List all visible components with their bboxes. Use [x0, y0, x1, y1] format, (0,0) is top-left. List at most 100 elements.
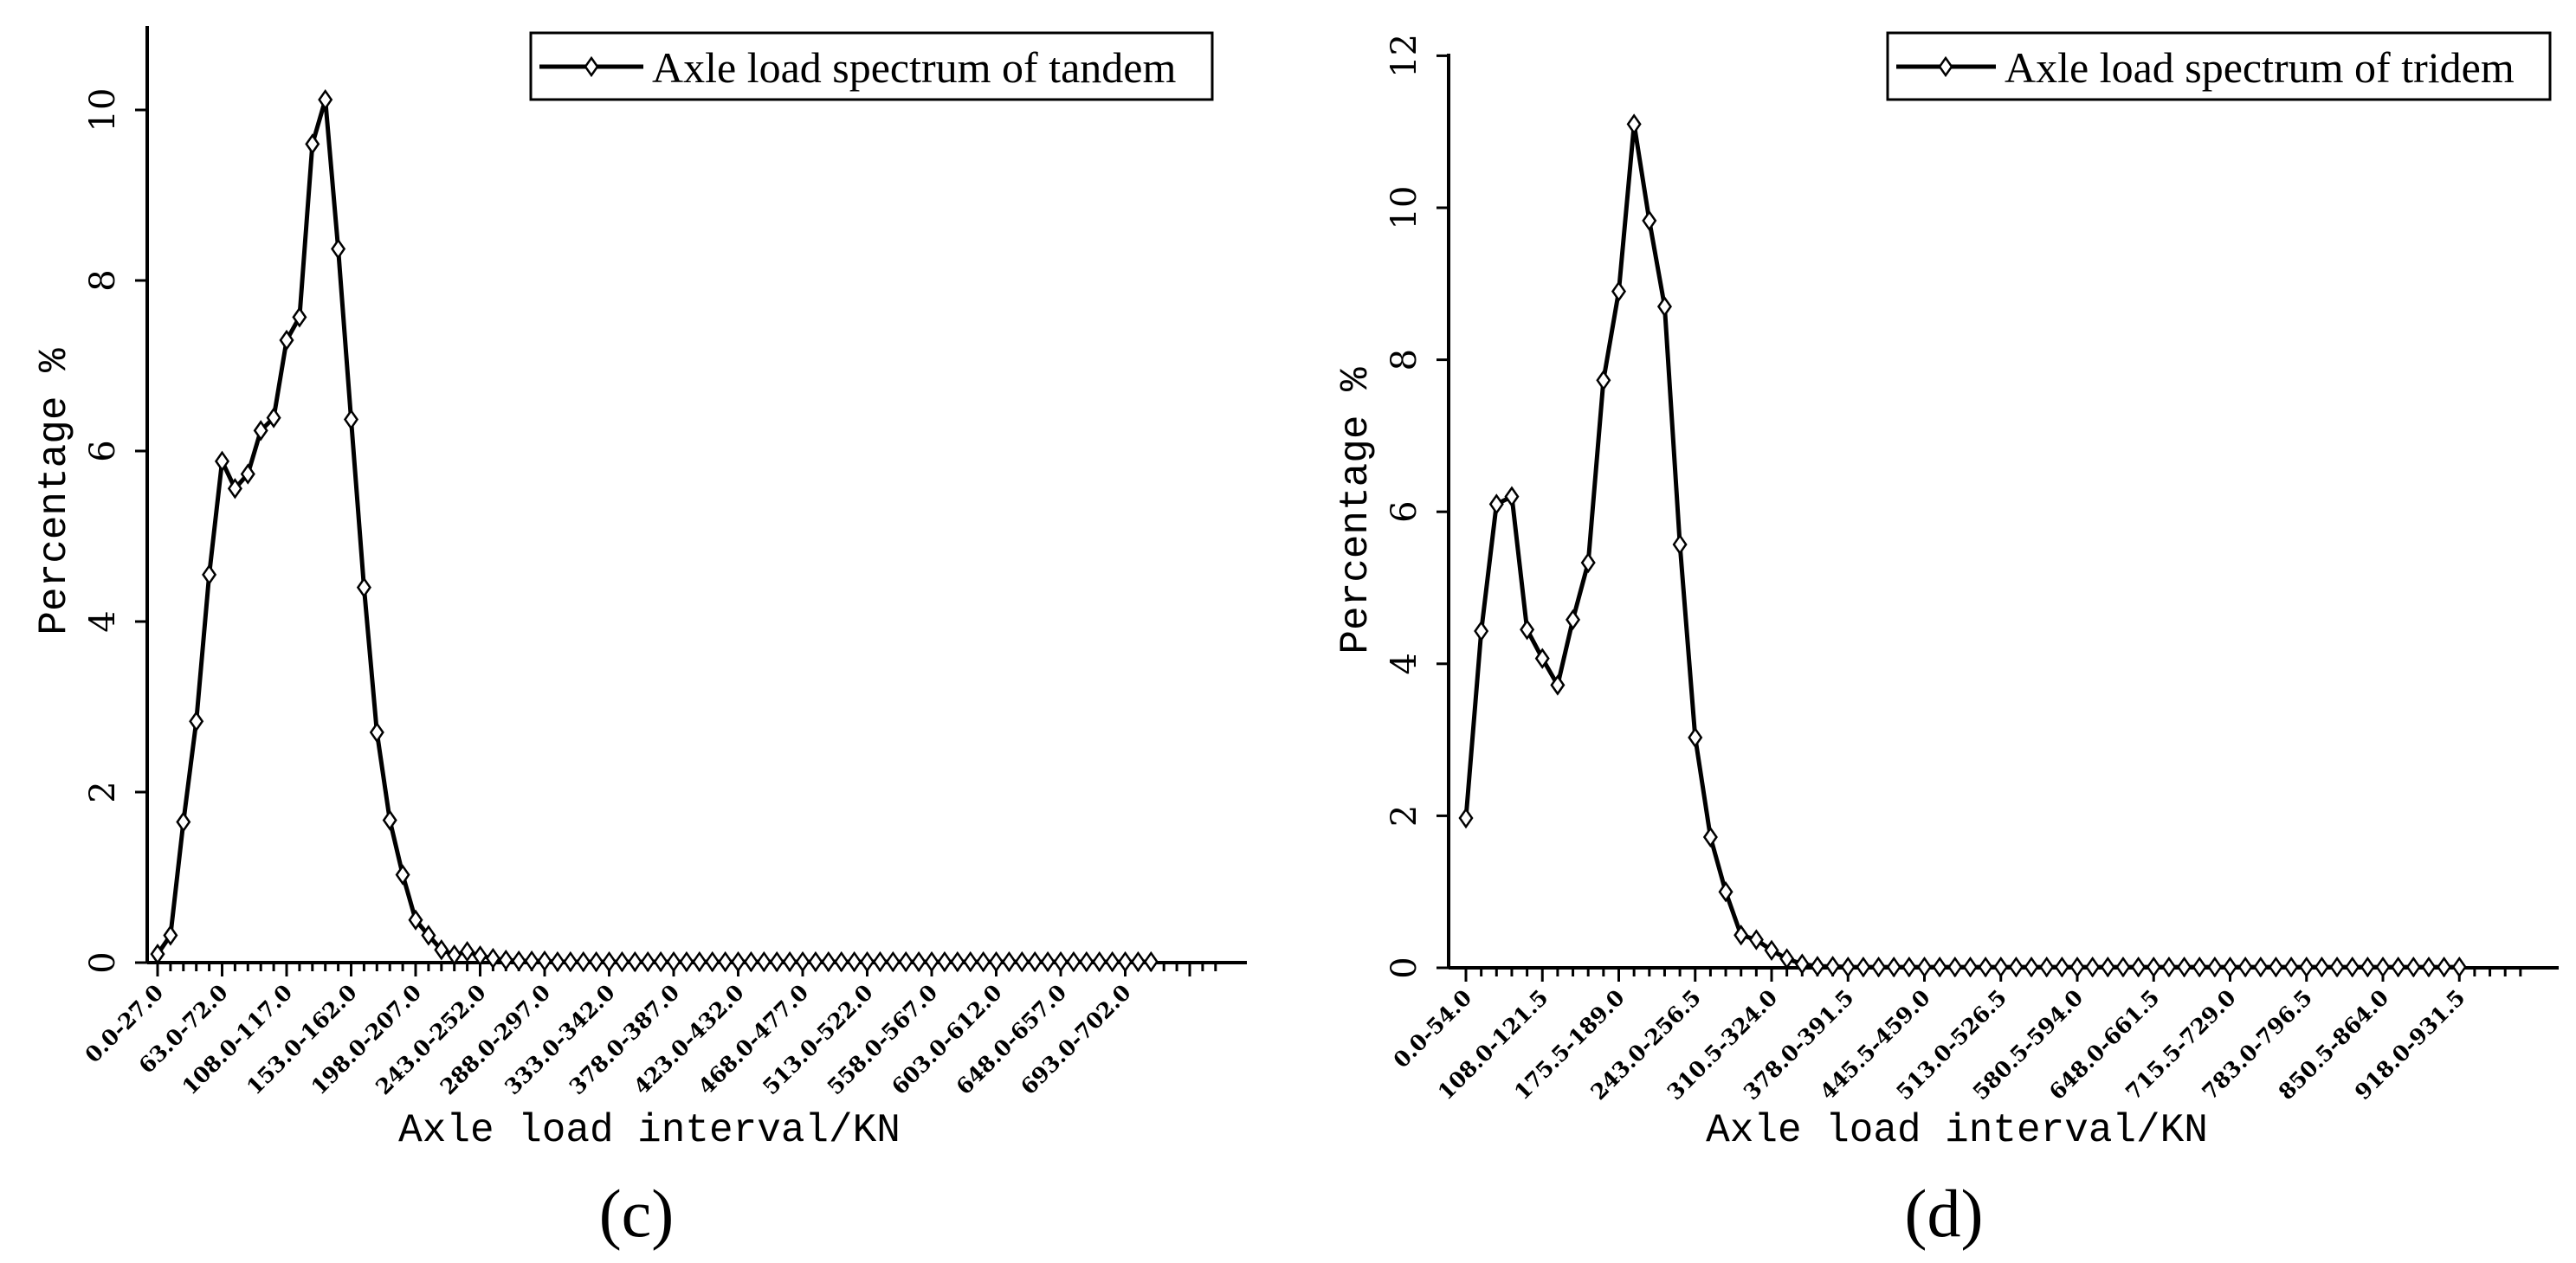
data-point	[266, 407, 281, 429]
legend-marker	[1938, 55, 1953, 78]
data-point	[1117, 950, 1133, 973]
y-tick-label: 0	[1385, 957, 1424, 978]
x-tick-label: 108.0-117.0	[178, 980, 298, 1100]
data-point	[692, 950, 707, 973]
data-point	[769, 950, 784, 973]
series-markers-tridem	[1458, 113, 2467, 978]
data-point	[2237, 956, 2253, 978]
x-tick-label: 648.0-657.0	[952, 980, 1072, 1100]
x-tick-labels: 0.0-54.0108.0-121.5175.5-189.0243.0-256.…	[1389, 985, 2470, 1105]
data-point	[318, 89, 333, 111]
data-point	[1932, 956, 1947, 978]
data-point	[872, 950, 888, 973]
data-point	[2405, 956, 2421, 978]
data-point	[408, 909, 423, 931]
data-point	[718, 950, 733, 973]
data-point	[614, 950, 629, 973]
data-point	[343, 409, 359, 430]
data-point	[2299, 956, 2315, 978]
data-point	[2360, 956, 2375, 978]
y-tick-label: 4	[1385, 653, 1424, 674]
data-point	[924, 950, 939, 973]
data-point	[176, 811, 191, 833]
data-point	[305, 133, 320, 155]
x-tick-label: 378.0-387.0	[565, 980, 685, 1100]
data-point	[2253, 956, 2269, 978]
data-point	[743, 950, 759, 973]
data-point	[2069, 956, 2085, 978]
data-point	[1027, 950, 1043, 973]
data-point	[2085, 956, 2101, 978]
data-point	[447, 944, 462, 966]
data-point	[2451, 956, 2467, 978]
data-point	[1688, 726, 1703, 749]
data-point	[2146, 956, 2161, 978]
data-point	[601, 950, 617, 973]
data-point	[1474, 620, 1489, 642]
data-point	[2192, 956, 2207, 978]
y-tick-label: 4	[83, 610, 123, 632]
data-point	[472, 944, 488, 967]
data-point	[1702, 826, 1718, 848]
data-point	[640, 950, 655, 973]
data-point	[2283, 956, 2299, 978]
data-point	[163, 925, 178, 946]
data-point	[1993, 956, 2009, 978]
x-tick-label: 693.0-702.0	[1016, 980, 1136, 1100]
data-point	[331, 238, 346, 260]
data-point	[705, 950, 720, 973]
x-tick-label: 558.0-567.0	[823, 980, 943, 1100]
data-point	[821, 950, 836, 973]
y-axis-title: Percentage %	[32, 348, 77, 635]
data-point	[498, 949, 513, 971]
y-tick-labels: 0 2 4 6 8 10 12	[1385, 34, 1424, 979]
data-point	[2329, 956, 2345, 978]
data-point	[1825, 956, 1841, 977]
data-point	[1779, 948, 1795, 970]
data-point	[2008, 956, 2024, 978]
data-point	[730, 950, 746, 973]
data-point	[1672, 533, 1688, 556]
data-point	[885, 950, 901, 973]
x-tick-label: 288.0-297.0	[436, 980, 556, 1100]
data-point	[1014, 950, 1030, 973]
data-point	[988, 950, 1004, 973]
data-point	[2345, 956, 2360, 978]
data-point	[976, 950, 991, 973]
data-point	[563, 950, 578, 973]
data-point	[1534, 648, 1550, 669]
y-tick-label: 8	[1385, 349, 1424, 371]
data-point	[1886, 956, 1901, 978]
data-point	[2161, 956, 2177, 978]
series-markers-tandem	[150, 89, 1159, 973]
data-point	[950, 950, 965, 973]
x-axis-title: Axle load interval/KN	[398, 1108, 901, 1153]
data-point	[1066, 950, 1081, 973]
legend: Axle load spectrum of tandem	[529, 31, 1214, 101]
y-tick-label: 0	[83, 951, 123, 973]
data-point	[189, 711, 204, 732]
data-point	[1504, 486, 1520, 507]
y-tick-label: 2	[83, 781, 123, 802]
data-point	[911, 950, 926, 973]
x-tick-label: 153.0-162.0	[242, 980, 362, 1100]
data-point	[1001, 950, 1017, 973]
y-tick-label: 12	[1385, 34, 1424, 78]
data-point	[2100, 956, 2115, 978]
data-point	[627, 950, 642, 973]
x-tick-label: 333.0-342.0	[500, 980, 620, 1100]
data-point	[1962, 956, 1978, 978]
data-point	[1978, 956, 1993, 978]
data-point	[2421, 956, 2437, 978]
data-point	[795, 950, 810, 973]
data-point	[382, 809, 397, 831]
data-point	[1105, 950, 1120, 973]
data-point	[460, 941, 475, 963]
y-tick-label: 10	[1385, 186, 1424, 230]
data-point	[2222, 956, 2238, 978]
x-tick-label: 243.0-252.0	[371, 980, 491, 1100]
data-point	[2131, 956, 2147, 978]
legend-label: Axle load spectrum of tandem	[652, 43, 1176, 92]
data-point	[834, 950, 849, 973]
y-tick-label: 2	[1385, 805, 1424, 827]
